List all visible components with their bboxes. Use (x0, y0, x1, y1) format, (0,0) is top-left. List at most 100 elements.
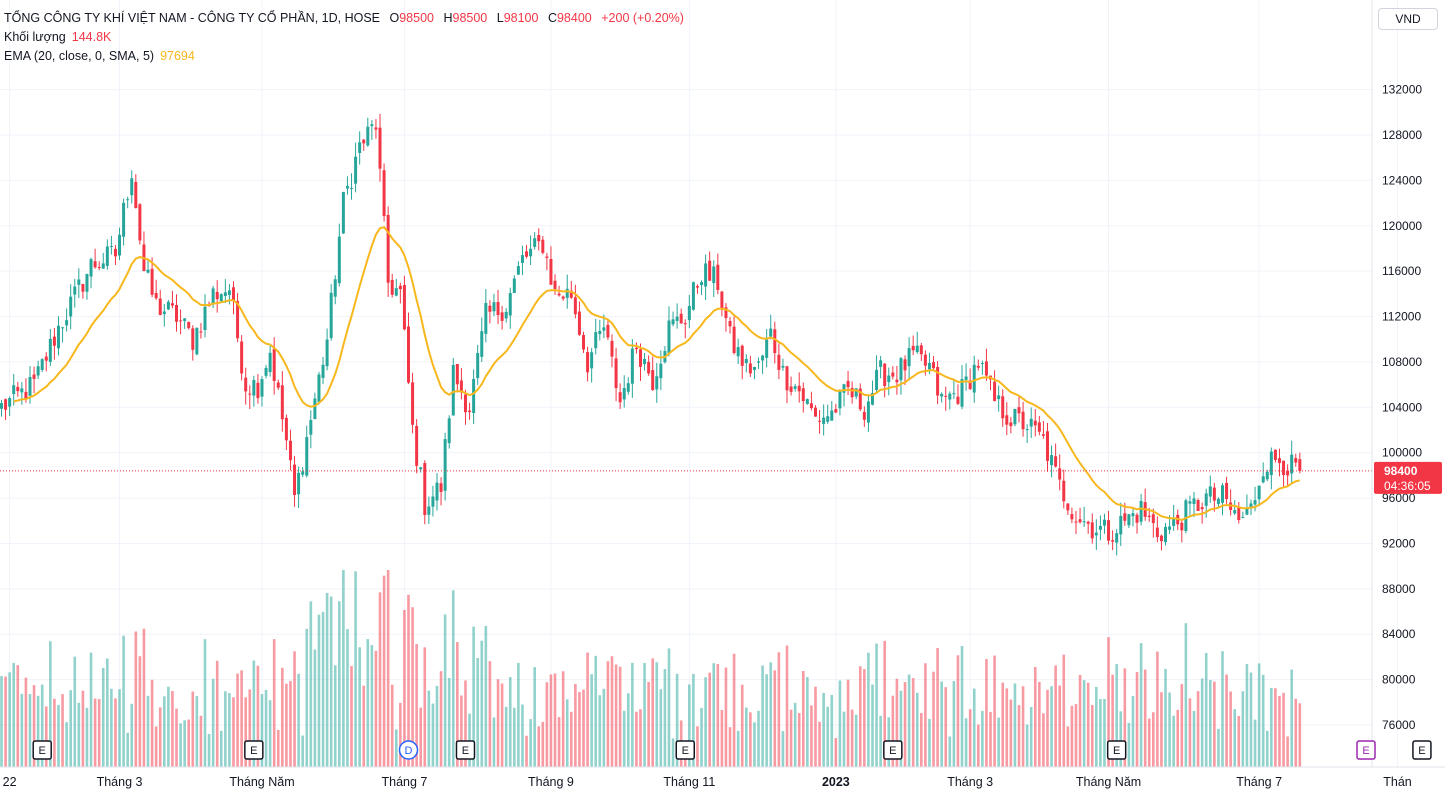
candle-body (1212, 487, 1216, 501)
volume-bar (1001, 682, 1005, 767)
price-tick-label: 104000 (1382, 400, 1422, 414)
volume-bar (936, 648, 939, 767)
volume-bar (789, 709, 793, 767)
currency-button[interactable]: VND (1378, 8, 1438, 30)
event-marker[interactable]: E (32, 740, 52, 760)
volume-bar (236, 673, 239, 767)
candle-body (964, 376, 968, 380)
candle-body (325, 339, 329, 367)
candle-body (602, 327, 606, 331)
event-marker[interactable]: E (675, 740, 696, 760)
candle-body (504, 311, 508, 319)
candle-body (1119, 515, 1123, 535)
candle-body (846, 380, 850, 388)
candle-body (854, 388, 858, 397)
candle-body (785, 366, 789, 391)
candle-body (651, 370, 655, 390)
volume-bar (753, 722, 756, 767)
volume-bar (1168, 692, 1171, 767)
candle-body (700, 282, 704, 286)
event-marker[interactable]: E (1412, 740, 1432, 760)
volume-bar (907, 674, 911, 767)
volume-bar (268, 700, 272, 767)
time-tick-label: Thán (1383, 775, 1412, 789)
candle-body (431, 496, 435, 507)
volume-bar (163, 696, 166, 767)
event-marker[interactable]: E (1106, 740, 1127, 760)
candle-body (309, 420, 313, 435)
earnings-marker-box (675, 740, 696, 760)
candle-body (1082, 521, 1086, 523)
volume-bar (924, 663, 927, 767)
candle-body (553, 280, 557, 290)
volume-bar (69, 690, 72, 767)
event-marker[interactable]: E (244, 740, 264, 760)
volume-bar (1241, 691, 1245, 767)
volume-bar (101, 667, 105, 767)
candle-body (736, 347, 740, 357)
volume-bar (464, 680, 467, 767)
candle-body (1168, 526, 1172, 530)
volume-bar (366, 639, 370, 767)
candle-body (472, 378, 476, 414)
volume-bar (810, 705, 813, 767)
volume-bar (981, 710, 984, 767)
volume-bar (728, 727, 732, 767)
volume-bar (858, 666, 862, 767)
legend-ema-row[interactable]: EMA (20, close, 0, SMA, 5) 97694 (4, 47, 684, 66)
volume-bar (114, 698, 117, 767)
volume-bar (354, 571, 357, 767)
candle-body (65, 320, 69, 326)
candle-body (907, 348, 911, 367)
candle-body (175, 304, 179, 322)
candle-body (724, 307, 728, 319)
candle-body (126, 199, 130, 201)
candle-body (944, 395, 948, 397)
volume-bar (915, 692, 919, 767)
upcoming-earnings-marker[interactable]: E (1356, 740, 1376, 760)
candle-body (455, 364, 459, 385)
candle-body (883, 363, 887, 387)
volume-bar (692, 673, 695, 767)
event-marker[interactable]: E (883, 740, 903, 760)
volume-bar (12, 662, 16, 767)
volume-bar (997, 717, 1000, 767)
volume-bar (28, 694, 32, 767)
volume-bar (761, 665, 764, 767)
volume-bar (643, 663, 646, 767)
candle-body (525, 251, 529, 257)
candle-body (704, 263, 708, 287)
low-label: L (496, 11, 504, 25)
volume-bar (769, 662, 773, 767)
candle-body (81, 283, 85, 292)
event-marker[interactable]: D (398, 740, 419, 760)
volume-bar (956, 655, 960, 767)
volume-bar (24, 677, 28, 767)
candle-body (691, 282, 695, 310)
candle-body (231, 287, 235, 301)
volume-bar (675, 673, 679, 767)
candle-body (850, 387, 854, 398)
volume-bar (1009, 699, 1013, 767)
candle-body (984, 361, 988, 376)
volume-bar (590, 674, 593, 767)
candle-body (533, 238, 537, 247)
volume-bar (993, 655, 996, 767)
volume-bar (1156, 651, 1159, 767)
candle-body (923, 354, 927, 366)
volume-bar (358, 647, 361, 767)
candle-body (1200, 507, 1204, 510)
volume-bar (36, 695, 40, 767)
event-marker[interactable]: E (455, 740, 476, 760)
legend-volume-row[interactable]: Khối lượng 144.8K (4, 28, 684, 47)
candle-body (280, 385, 284, 420)
volume-bar (639, 709, 642, 767)
candle-body (1094, 532, 1098, 536)
candle-body (748, 363, 752, 374)
volume-bar (126, 732, 129, 767)
volume-bar (928, 718, 931, 767)
volume-bar (1029, 706, 1033, 767)
volume-bar (256, 665, 260, 767)
